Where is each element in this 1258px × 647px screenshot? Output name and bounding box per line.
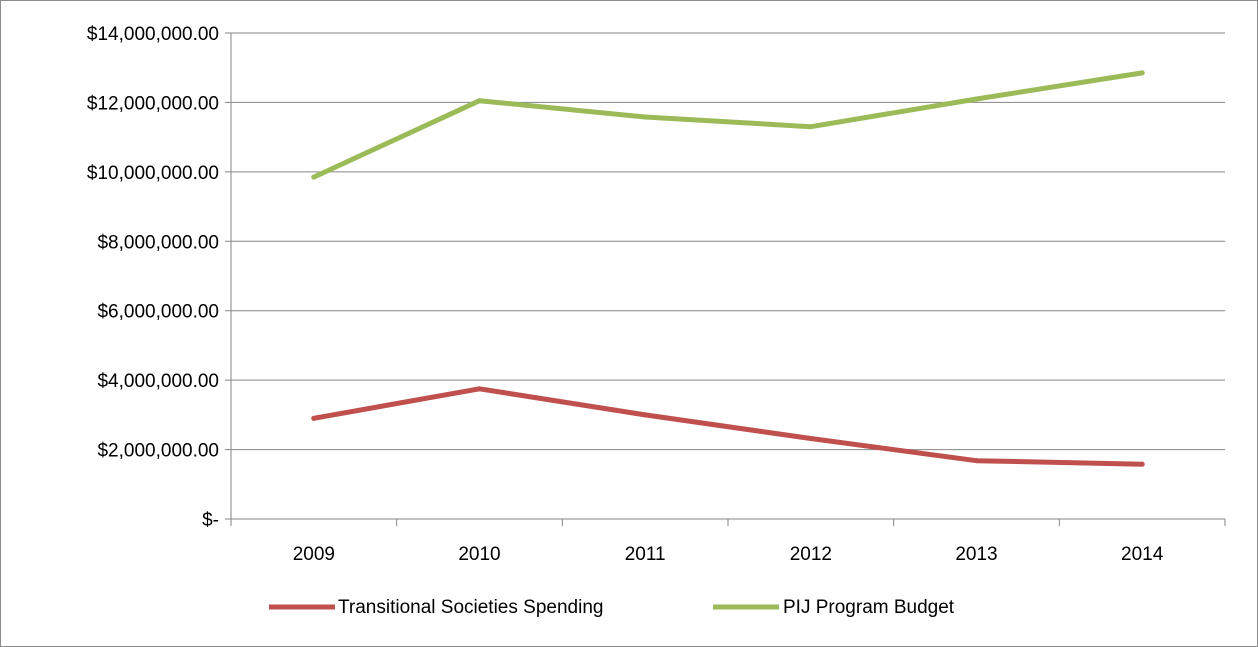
- data-point-s0-2014: [1139, 461, 1145, 467]
- y-tick-label-6: $12,000,000.00: [87, 93, 219, 114]
- y-tick-label-2: $4,000,000.00: [97, 371, 219, 392]
- y-tick-label-5: $10,000,000.00: [87, 163, 219, 184]
- axes: [225, 32, 1226, 526]
- y-tick-label-1: $2,000,000.00: [97, 441, 219, 462]
- data-point-s1-2009: [311, 174, 317, 180]
- x-tick-label-2010: 2010: [458, 544, 500, 565]
- data-point-s1-2013: [974, 96, 979, 102]
- data-point-s1-2010: [477, 98, 482, 104]
- series-lines: [311, 70, 1145, 467]
- x-tick-label-2012: 2012: [790, 544, 832, 565]
- legend-label-0: Transitional Societies Spending: [338, 597, 603, 618]
- data-point-s1-2012: [808, 124, 814, 130]
- y-tick-label-4: $8,000,000.00: [97, 232, 219, 253]
- x-tick-label-2009: 2009: [293, 544, 335, 565]
- legend-label-1: PIJ Program Budget: [783, 597, 955, 618]
- data-point-s0-2012: [808, 435, 814, 441]
- data-point-s0-2009: [311, 415, 317, 421]
- data-point-s0-2010: [477, 386, 482, 392]
- x-tick-label-2013: 2013: [955, 544, 997, 565]
- x-tick-label-2014: 2014: [1121, 544, 1164, 565]
- x-tick-label-2011: 2011: [625, 544, 666, 565]
- data-point-s1-2014: [1139, 70, 1145, 76]
- series-line-0: [311, 386, 1145, 467]
- y-tick-label-7: $14,000,000.00: [87, 24, 219, 45]
- y-axis-tick-labels: $- $2,000,000.00 $4,000,000.00 $6,000,000.0…: [87, 24, 219, 531]
- series-line-1: [311, 70, 1145, 180]
- legend: Transitional Societies Spending PIJ Progr…: [269, 597, 955, 618]
- x-axis-tick-labels: 2009 2010 2011 2012 2013 2014: [293, 544, 1164, 565]
- y-tick-label-3: $6,000,000.00: [97, 302, 219, 323]
- data-point-s1-2011: [642, 114, 648, 120]
- data-point-s0-2013: [974, 458, 979, 464]
- data-point-s0-2011: [642, 412, 648, 418]
- gridlines: [231, 32, 1225, 451]
- y-tick-label-0: $-: [202, 510, 219, 531]
